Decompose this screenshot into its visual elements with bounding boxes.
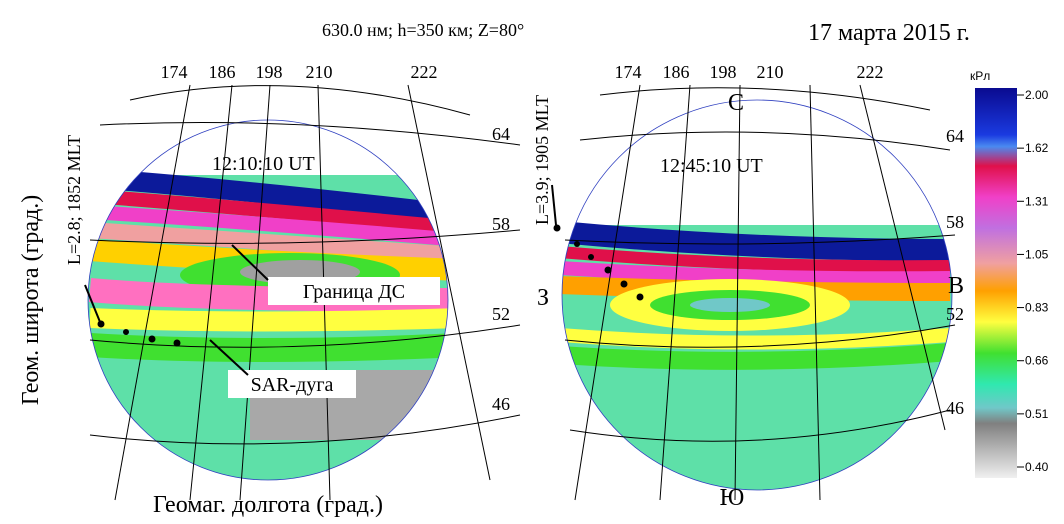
- lon-label: 222: [857, 62, 884, 82]
- annotation: SAR-дуга: [251, 374, 334, 396]
- lat-label: 52: [492, 304, 510, 324]
- direction-n: С: [728, 90, 744, 116]
- point-label: L=2.8; 1852 MLT: [64, 135, 84, 265]
- time: 12:10:10 UT: [212, 153, 315, 175]
- colorbar: [975, 88, 1017, 478]
- lon-label: 222: [411, 62, 438, 82]
- x-label: Геомаг. долгота (град.): [153, 492, 383, 518]
- colorbar-label: 1.31: [1025, 194, 1049, 208]
- colorbar-label: 1.62: [1025, 141, 1049, 155]
- lat-label: 58: [492, 214, 510, 234]
- lat-label: 46: [492, 394, 510, 414]
- lon-label: 174: [161, 62, 188, 82]
- colorbar-label: 0.66: [1025, 354, 1049, 368]
- lon-label: 174: [615, 62, 642, 82]
- lon-label: 186: [663, 62, 690, 82]
- colorbar-label: 0.40: [1025, 460, 1049, 474]
- lon-label: 198: [710, 62, 737, 82]
- lon-label: 198: [256, 62, 283, 82]
- colorbar-label: 1.05: [1025, 247, 1049, 261]
- colorbar-label: 0.83: [1025, 301, 1049, 315]
- lon-label: 210: [306, 62, 333, 82]
- date: 17 марта 2015 г.: [808, 20, 970, 46]
- right-image: [560, 90, 960, 500]
- direction-s: Ю: [720, 485, 745, 511]
- lat-label: 64: [492, 124, 510, 144]
- colorbar-label: 0.51: [1025, 407, 1049, 421]
- lon-label: 186: [209, 62, 236, 82]
- figure: 630.0 нм; h=350 км; Z=80° 17 марта 2015 …: [0, 0, 1064, 524]
- lat-label: 64: [946, 126, 964, 146]
- lon-label: 210: [757, 62, 784, 82]
- colorbar-label: 2.00: [1025, 88, 1049, 102]
- arrow: [552, 185, 556, 225]
- lat-label: 52: [946, 304, 964, 324]
- time: 12:45:10 UT: [660, 155, 763, 177]
- lat-label: 46: [946, 398, 964, 418]
- lat-label: 58: [946, 212, 964, 232]
- params: 630.0 нм; h=350 км; Z=80°: [322, 20, 524, 40]
- y-label: Геом. широта (град.): [18, 195, 44, 406]
- point-label: L=3.9; 1905 MLT: [532, 95, 552, 225]
- colorbar-unit: кРл: [970, 69, 990, 83]
- direction-e: В: [948, 273, 964, 299]
- annotation: Граница ДС: [303, 281, 405, 303]
- direction-w: З: [537, 285, 549, 311]
